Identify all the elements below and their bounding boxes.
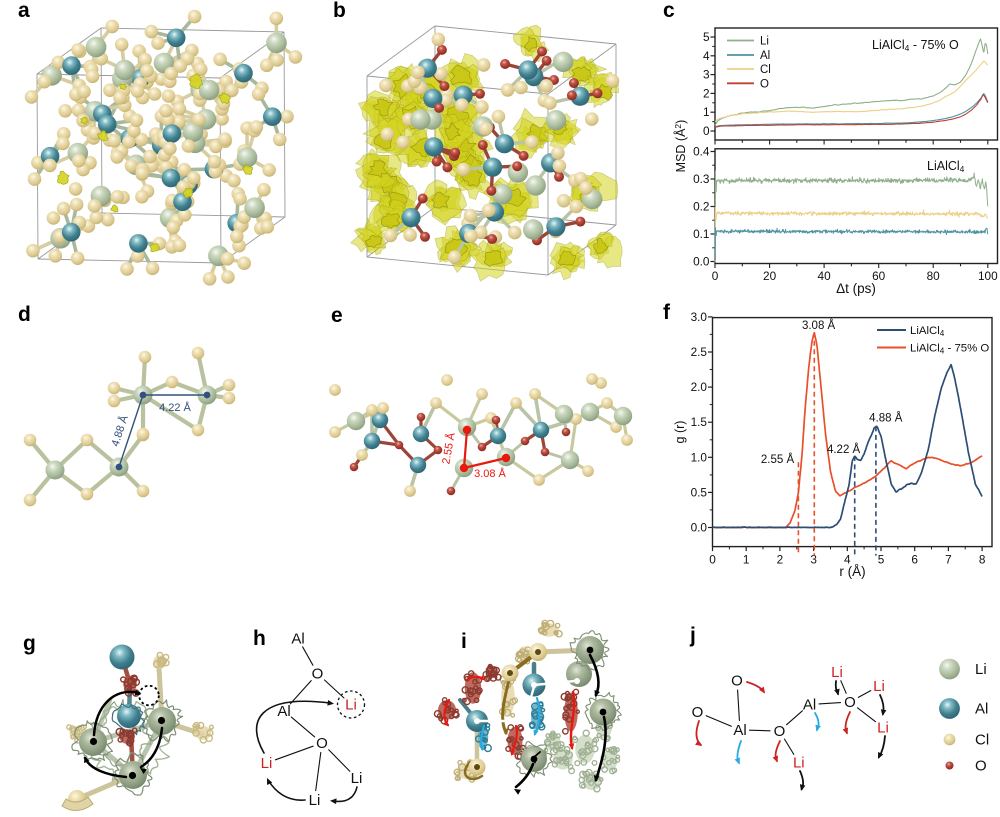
svg-text:O: O: [731, 673, 743, 690]
svg-text:Al: Al: [733, 722, 746, 739]
svg-text:3.08 Å: 3.08 Å: [802, 319, 836, 332]
svg-text:0.0: 0.0: [693, 255, 710, 269]
svg-text:j: j: [689, 624, 696, 647]
svg-text:f: f: [663, 301, 671, 324]
svg-text:Li: Li: [975, 661, 987, 678]
svg-text:a: a: [18, 0, 30, 22]
svg-text:h: h: [253, 627, 266, 650]
svg-text:1.5: 1.5: [691, 415, 708, 429]
svg-text:Al: Al: [277, 703, 290, 720]
svg-text:3.0: 3.0: [691, 310, 708, 324]
svg-text:0.5: 0.5: [691, 485, 708, 499]
svg-text:2.5: 2.5: [691, 345, 708, 359]
svg-text:0.4: 0.4: [693, 145, 710, 159]
svg-text:0.1: 0.1: [693, 227, 709, 241]
svg-text:Li: Li: [309, 792, 321, 809]
svg-text:6: 6: [911, 553, 918, 567]
svg-text:LiAlCl4: LiAlCl4: [927, 159, 965, 174]
svg-text:0: 0: [712, 269, 719, 283]
svg-text:4.22 Å: 4.22 Å: [827, 443, 861, 456]
svg-text:2.55 Å: 2.55 Å: [761, 453, 795, 466]
svg-text:O: O: [975, 758, 987, 775]
svg-text:0.0: 0.0: [691, 521, 708, 535]
svg-text:LiAlCl4 - 75% O: LiAlCl4 - 75% O: [872, 38, 959, 53]
svg-text:Li: Li: [873, 678, 885, 695]
svg-text:3: 3: [703, 68, 710, 82]
svg-text:4: 4: [844, 553, 851, 567]
svg-text:LiAlCl4: LiAlCl4: [910, 325, 945, 338]
svg-text:Li: Li: [760, 36, 769, 48]
svg-text:g (r): g (r): [673, 421, 687, 444]
svg-text:2: 2: [703, 86, 710, 100]
svg-text:r (Å): r (Å): [839, 564, 865, 579]
svg-text:5: 5: [703, 30, 710, 44]
svg-text:Al: Al: [760, 50, 770, 62]
svg-text:MSD (Å2): MSD (Å2): [673, 120, 688, 173]
svg-text:3: 3: [810, 553, 817, 567]
svg-text:O: O: [692, 704, 704, 721]
svg-text:1: 1: [703, 105, 710, 119]
svg-text:20: 20: [763, 269, 777, 283]
svg-text:7: 7: [945, 553, 952, 567]
svg-text:40: 40: [818, 269, 832, 283]
svg-text:4.88 Å: 4.88 Å: [869, 412, 903, 425]
svg-text:Al: Al: [975, 701, 988, 718]
svg-text:O: O: [760, 78, 769, 90]
svg-text:c: c: [663, 0, 675, 22]
svg-text:Al: Al: [291, 631, 304, 648]
svg-text:4: 4: [703, 49, 710, 63]
svg-text:5: 5: [878, 553, 885, 567]
svg-text:O: O: [312, 666, 324, 683]
svg-text:1: 1: [743, 553, 750, 567]
svg-text:Al: Al: [803, 697, 816, 714]
svg-text:2.0: 2.0: [691, 380, 708, 394]
svg-text:Cl: Cl: [760, 64, 771, 76]
svg-text:Li: Li: [261, 755, 273, 772]
svg-text:Li: Li: [877, 720, 889, 737]
svg-text:O: O: [316, 735, 328, 752]
svg-text:1.0: 1.0: [691, 450, 708, 464]
svg-text:Li: Li: [831, 664, 843, 681]
svg-text:i: i: [461, 630, 467, 653]
svg-text:2: 2: [777, 553, 784, 567]
svg-text:LiAlCl4 - 75% O: LiAlCl4 - 75% O: [910, 343, 989, 356]
svg-text:e: e: [331, 304, 343, 327]
svg-text:0.2: 0.2: [693, 200, 709, 214]
svg-text:Li: Li: [793, 755, 805, 772]
svg-text:100: 100: [978, 269, 998, 283]
svg-text:60: 60: [872, 269, 886, 283]
svg-text:O: O: [774, 723, 786, 740]
svg-text:8: 8: [979, 553, 986, 567]
svg-text:Li: Li: [351, 770, 363, 787]
svg-text:0: 0: [709, 553, 716, 567]
svg-text:Cl: Cl: [975, 732, 989, 749]
svg-text:d: d: [18, 303, 31, 326]
svg-text:Li: Li: [345, 697, 357, 714]
svg-text:0: 0: [703, 124, 710, 138]
svg-text:3.08 Å: 3.08 Å: [474, 467, 506, 480]
svg-text:4.22 Å: 4.22 Å: [159, 401, 191, 414]
svg-text:80: 80: [927, 269, 941, 283]
svg-text:b: b: [333, 0, 346, 22]
svg-text:g: g: [23, 632, 36, 655]
svg-text:O: O: [844, 694, 856, 711]
svg-text:2.55 Å: 2.55 Å: [439, 431, 457, 465]
svg-text:0.3: 0.3: [693, 172, 710, 186]
svg-text:Δt (ps): Δt (ps): [836, 281, 876, 296]
